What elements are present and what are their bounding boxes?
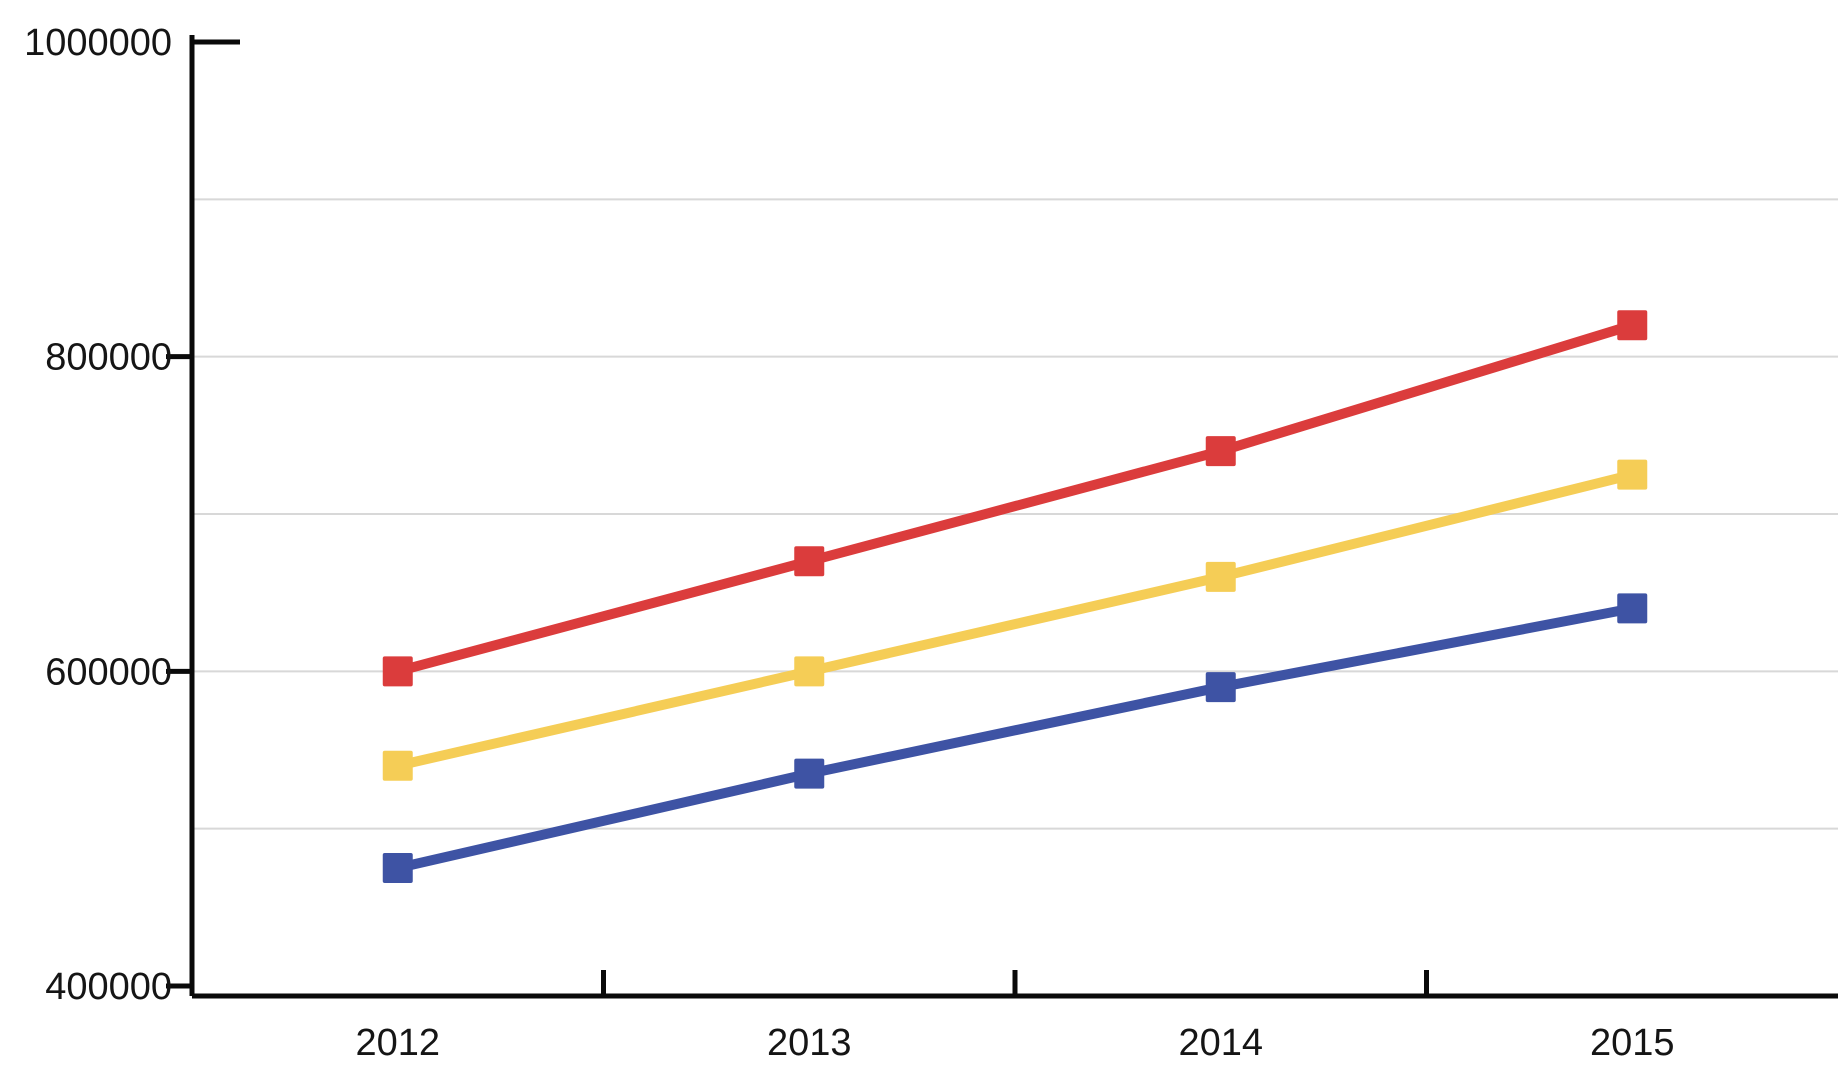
marker-red-2014 xyxy=(1205,436,1236,467)
marker-yellow-2014 xyxy=(1205,561,1236,592)
series-line-blue xyxy=(392,603,1638,873)
y-axis-label: 400000 xyxy=(45,966,172,1008)
y-axis-label: 800000 xyxy=(45,337,172,379)
marker-red-2012 xyxy=(382,656,413,687)
marker-blue-2013 xyxy=(794,758,825,789)
marker-blue-2014 xyxy=(1205,672,1236,703)
marker-yellow-2013 xyxy=(794,656,825,687)
marker-red-2013 xyxy=(794,546,825,577)
marker-yellow-2012 xyxy=(382,750,413,781)
marker-blue-2012 xyxy=(382,853,413,883)
marker-red-2015 xyxy=(1617,310,1648,341)
series-line-yellow xyxy=(392,469,1638,771)
marker-yellow-2015 xyxy=(1617,459,1648,490)
x-axis-label: 2015 xyxy=(1590,1022,1675,1064)
y-axis-label: 1000000 xyxy=(24,22,172,64)
series-line-red xyxy=(392,320,1638,677)
y-axis-label: 600000 xyxy=(45,651,172,693)
x-axis-label: 2014 xyxy=(1178,1022,1263,1064)
x-axis-label: 2013 xyxy=(767,1022,852,1064)
marker-blue-2015 xyxy=(1617,593,1648,624)
x-axis-label: 2012 xyxy=(355,1022,440,1064)
